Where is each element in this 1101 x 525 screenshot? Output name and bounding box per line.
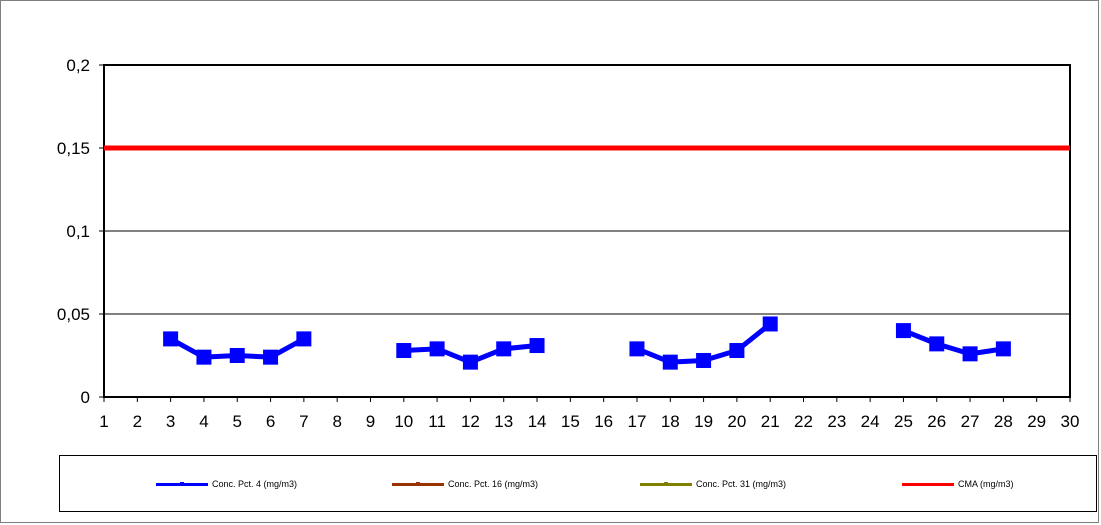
x-tick-label: 28 [994,412,1013,431]
x-tick-label: 18 [661,412,680,431]
data-point [995,341,1011,357]
x-tick-label: 23 [827,412,846,431]
data-point [529,338,545,354]
x-tick-label: 25 [894,412,913,431]
legend-item: Conc. Pct. 4 (mg/m3) [156,476,297,492]
data-point [662,354,678,370]
x-tick-label: 29 [1027,412,1046,431]
x-tick-label: 20 [727,412,746,431]
legend-marker [416,481,420,486]
legend-swatch [640,481,692,486]
x-tick-label: 1 [99,412,108,431]
data-point [496,341,512,357]
legend-swatch [156,481,208,486]
y-tick-label: 0,15 [57,139,90,158]
data-point [895,323,911,339]
legend-label: CMA (mg/m3) [958,479,1014,489]
legend-marker [664,481,668,486]
legend-item: Conc. Pct. 16 (mg/m3) [392,476,538,492]
x-tick-label: 8 [332,412,341,431]
x-tick-label: 2 [133,412,142,431]
series-line [902,328,1004,357]
x-tick-label: 24 [861,412,880,431]
legend-marker [180,481,184,486]
x-tick-label: 5 [233,412,242,431]
x-tick-label: 30 [1061,412,1080,431]
y-tick-label: 0,2 [66,56,90,75]
data-point [396,343,412,359]
x-tick-label: 12 [461,412,480,431]
y-tick-label: 0 [81,388,90,407]
x-tick-label: 27 [961,412,980,431]
data-point [163,331,179,347]
series-layer [104,145,1070,370]
data-point [929,336,945,352]
data-point [696,352,712,368]
x-tick-label: 4 [199,412,208,431]
data-point [629,341,645,357]
legend-item: CMA (mg/m3) [902,476,1014,492]
legend-label: Conc. Pct. 31 (mg/m3) [696,479,787,489]
y-tick-label: 0,05 [57,305,90,324]
x-tick-label: 26 [927,412,946,431]
x-tick-label: 13 [494,412,513,431]
x-tick-label: 9 [366,412,375,431]
x-tick-label: 22 [794,412,813,431]
legend: Conc. Pct. 4 (mg/m3) Conc. Pct. 16 (mg/m3… [59,455,1097,512]
legend-swatch [902,482,954,486]
series-0 [163,316,1011,370]
data-point [296,331,312,347]
data-point [263,349,279,365]
legend-item: Conc. Pct. 31 (mg/m3) [640,476,786,492]
gridlines [104,147,1070,315]
data-point [462,354,478,370]
data-point [196,349,212,365]
y-tick-label: 0,1 [66,222,90,241]
x-tick-label: 16 [594,412,613,431]
x-tick-label: 15 [561,412,580,431]
legend-label: Conc. Pct. 16 (mg/m3) [448,479,539,489]
axes: 00,050,10,150,21 2 3 4 5 6 7 8 9 10 11 12 13 14 15 16 17… [57,56,1080,431]
x-tick-label: 19 [694,412,713,431]
legend-label: Conc. Pct. 4 (mg/m3) [212,479,298,489]
data-point [729,343,745,359]
x-tick-label: 17 [628,412,647,431]
data-point [229,348,245,363]
x-tick-label: 6 [266,412,275,431]
data-point [429,341,445,357]
x-tick-label: 7 [299,412,308,431]
x-tick-label: 10 [394,412,413,431]
data-point [762,316,778,332]
data-point [962,346,978,362]
x-tick-label: 11 [428,412,446,431]
x-tick-label: 14 [528,412,547,431]
legend-swatch [392,481,444,486]
x-tick-label: 3 [166,412,175,431]
x-tick-label: 21 [761,412,780,431]
